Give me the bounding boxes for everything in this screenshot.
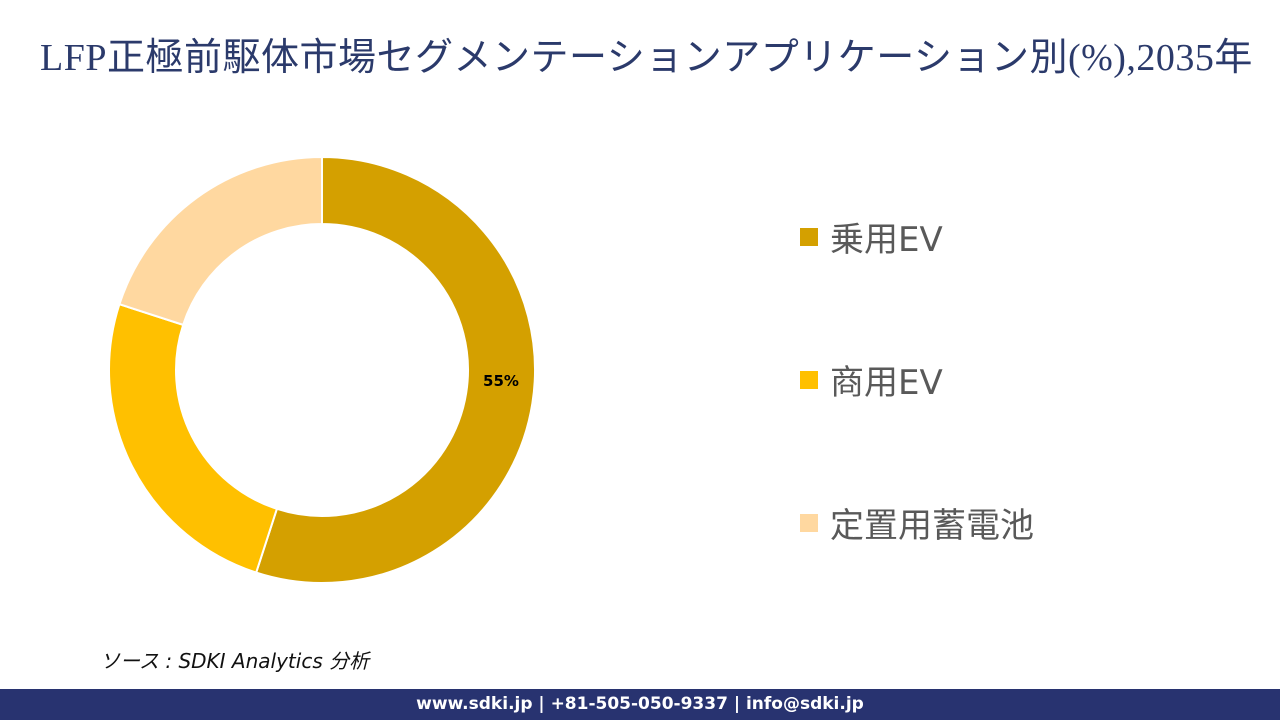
legend-swatch-icon bbox=[800, 513, 818, 532]
donut-slice bbox=[108, 302, 279, 574]
legend-swatch-icon bbox=[800, 227, 818, 246]
data-label-passenger-ev: 55% bbox=[483, 372, 519, 390]
donut-slice bbox=[118, 155, 323, 327]
donut-slices bbox=[108, 155, 536, 584]
legend-swatch-icon bbox=[800, 370, 818, 389]
donut-chart: 55% bbox=[108, 155, 536, 584]
legend-item-stationary-storage: 定置用蓄電池 bbox=[800, 498, 1034, 547]
legend-label: 定置用蓄電池 bbox=[830, 506, 1034, 546]
legend-item-commercial-ev: 商用EV bbox=[800, 355, 943, 404]
legend-label: 乗用EV bbox=[830, 220, 943, 260]
chart-title: LFP正極前駆体市場セグメンテーションアプリケーション別(%),2035年 bbox=[40, 37, 1253, 79]
legend-item-passenger-ev: 乗用EV bbox=[800, 212, 943, 261]
donut-slice bbox=[254, 155, 536, 584]
source-note: ソース : SDKI Analytics 分析 bbox=[100, 649, 370, 673]
footer-contact: www.sdki.jp | +81-505-050-9337 | info@sd… bbox=[0, 689, 1280, 720]
legend-label: 商用EV bbox=[830, 363, 943, 403]
